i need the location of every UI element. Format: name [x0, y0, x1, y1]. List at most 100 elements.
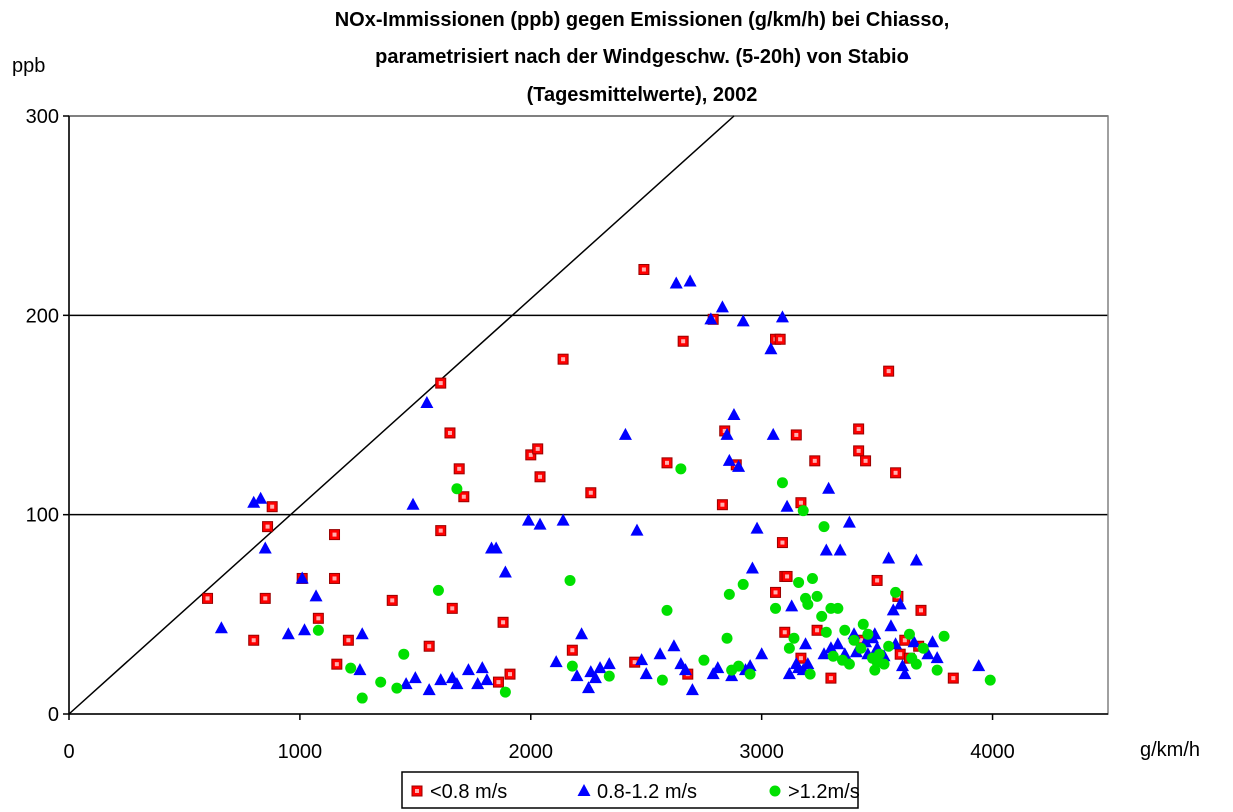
point-s0-49	[825, 672, 837, 684]
point-s1-7	[309, 589, 323, 602]
point-s1-67	[785, 599, 799, 612]
point-s1-17	[450, 677, 464, 690]
y-tick-label-2: 200	[26, 305, 59, 327]
point-s0-18	[458, 491, 470, 503]
point-s2-33	[816, 610, 828, 622]
point-s1-56	[736, 314, 750, 327]
point-s0-2	[259, 592, 271, 604]
point-s0-20	[497, 616, 509, 628]
point-s1-12	[408, 671, 422, 684]
point-s2-23	[776, 477, 788, 489]
point-s2-52	[890, 586, 902, 598]
point-s1-60	[750, 521, 764, 534]
legend-item-0: <0.8 m/s	[411, 781, 507, 803]
point-s2-17	[723, 588, 735, 600]
point-s0-48	[811, 624, 823, 636]
point-s0-21	[504, 668, 516, 680]
point-s0-7	[329, 572, 341, 584]
point-s1-40	[653, 647, 667, 660]
legend-label-1: 0.8-1.2 m/s	[597, 781, 697, 803]
reference-diagonal-line	[68, 115, 735, 715]
point-s1-63	[766, 427, 780, 440]
point-s0-62	[915, 604, 927, 616]
gridlines	[69, 115, 1108, 516]
point-s2-4	[391, 682, 403, 694]
chart-title-line-1: NOx-Immissionen (ppb) gegen Emissionen (…	[335, 9, 950, 31]
point-s1-29	[570, 669, 584, 682]
y-axis-ticks: 0 100 200 300	[26, 106, 69, 726]
point-s1-13	[420, 396, 434, 409]
point-s1-33	[588, 671, 602, 684]
point-s1-96	[898, 667, 912, 680]
point-s2-58	[938, 630, 950, 642]
chart-title-line-2: parametrisiert nach der Windgeschw. (5-2…	[375, 46, 909, 68]
point-s2-7	[451, 483, 463, 495]
point-s0-3	[262, 521, 274, 533]
point-s0-22	[525, 449, 537, 461]
point-s0-1	[248, 634, 260, 646]
point-s1-8	[353, 663, 367, 676]
point-s1-90	[882, 551, 896, 564]
point-s1-5	[295, 571, 309, 584]
point-s2-6	[432, 584, 444, 596]
point-s0-63	[947, 672, 959, 684]
point-s1-94	[893, 597, 907, 610]
point-s0-25	[557, 353, 569, 365]
x-tick-label-0: 0	[63, 741, 74, 763]
point-s1-25	[521, 513, 535, 526]
point-s2-30	[804, 668, 816, 680]
legend-marker-0	[411, 785, 423, 797]
plot-area-frame	[68, 115, 1109, 715]
point-s2-57	[931, 664, 943, 676]
point-s2-45	[862, 628, 874, 640]
point-s1-73	[817, 647, 831, 660]
point-s0-13	[435, 525, 447, 537]
point-s2-16	[721, 632, 733, 644]
point-s2-41	[843, 658, 855, 670]
point-s2-13	[661, 604, 673, 616]
point-s1-28	[556, 513, 570, 526]
point-s0-37	[770, 586, 782, 598]
point-s2-3	[375, 676, 387, 688]
point-s1-31	[582, 681, 595, 694]
point-s1-55	[732, 459, 746, 472]
point-s2-34	[818, 521, 830, 533]
point-s2-20	[737, 578, 749, 590]
point-s0-12	[423, 640, 435, 652]
point-s0-23	[532, 443, 544, 455]
point-s1-76	[824, 641, 838, 654]
chart-title: NOx-Immissionen (ppb) gegen Emissionen (…	[335, 9, 950, 106]
point-s0-56	[890, 467, 902, 479]
point-s0-51	[853, 445, 865, 457]
x-tick-label-3: 3000	[739, 741, 784, 763]
point-s1-38	[635, 653, 649, 666]
point-s2-25	[788, 632, 800, 644]
y-tick-label-0: 0	[48, 704, 59, 726]
point-s1-39	[639, 667, 653, 680]
point-s0-50	[853, 423, 865, 435]
point-s1-0	[214, 621, 228, 634]
point-s1-27	[549, 655, 563, 668]
x-axis-ticks: 0 1000 2000 3000 4000	[63, 714, 1015, 763]
point-s1-3	[258, 541, 272, 554]
x-tick-label-4: 4000	[970, 741, 1015, 763]
series-2	[312, 463, 996, 704]
point-s1-2	[254, 491, 268, 504]
point-s0-26	[566, 644, 578, 656]
point-s1-72	[801, 657, 815, 670]
point-s2-50	[878, 658, 890, 670]
point-s2-1	[345, 662, 357, 674]
point-s1-52	[722, 453, 736, 466]
point-s1-23	[489, 541, 503, 554]
point-s2-14	[675, 463, 687, 475]
point-s1-11	[406, 497, 420, 510]
point-s1-34	[593, 661, 607, 674]
point-s2-42	[848, 634, 860, 646]
data-points	[202, 263, 996, 704]
point-s1-71	[799, 637, 813, 650]
point-s2-2	[356, 692, 368, 704]
x-axis-unit-label: g/km/h	[1140, 739, 1200, 761]
point-s1-42	[669, 276, 683, 289]
point-s1-41	[667, 639, 681, 652]
point-s1-10	[399, 677, 413, 690]
